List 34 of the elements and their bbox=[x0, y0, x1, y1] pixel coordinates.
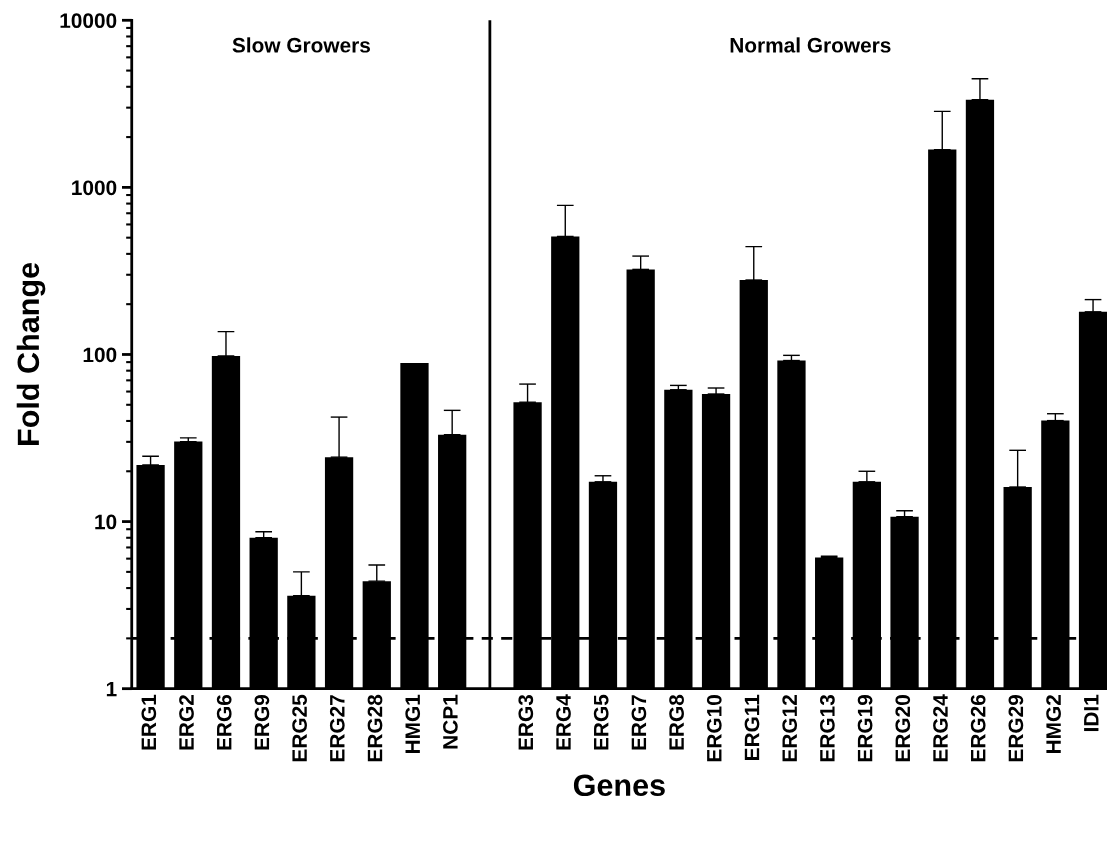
x-tick-label: ERG20 bbox=[895, 695, 911, 762]
x-tick-label: ERG12 bbox=[782, 695, 798, 762]
x-tick-label: ERG29 bbox=[1008, 695, 1024, 762]
y-tick-label: 100 bbox=[83, 347, 117, 363]
x-tick-label: ERG27 bbox=[329, 695, 345, 762]
x-tick-label: ERG10 bbox=[706, 695, 722, 762]
x-tick-label: NCP1 bbox=[443, 694, 458, 749]
x-tick-label: ERG13 bbox=[820, 694, 835, 762]
x-tick-label: ERG4 bbox=[556, 694, 571, 750]
annotation: Slow Growers bbox=[232, 37, 370, 53]
x-tick-label: IDI1 bbox=[1084, 694, 1099, 732]
x-tick-label: ERG28 bbox=[367, 694, 383, 762]
x-tick-label: HMG2 bbox=[1046, 695, 1061, 754]
x-tick-label: ERG25 bbox=[292, 694, 307, 762]
x-tick-label: ERG2 bbox=[179, 695, 194, 750]
annotation: Normal Growers bbox=[730, 37, 891, 53]
x-tick-label: ERG26 bbox=[970, 694, 986, 762]
y-tick-label: 1 bbox=[106, 681, 117, 697]
x-tick-label: HMG1 bbox=[405, 694, 421, 754]
x-tick-label: ERG24 bbox=[933, 694, 948, 762]
y-axis-title: Fold Change bbox=[16, 263, 46, 445]
x-tick-label: ERG5 bbox=[593, 694, 609, 750]
x-axis-title: Genes bbox=[573, 774, 665, 797]
x-tick-label: ERG9 bbox=[254, 695, 270, 750]
x-tick-label: ERG8 bbox=[669, 694, 684, 750]
y-tick-label: 1000 bbox=[72, 180, 117, 196]
y-tick-label: 10000 bbox=[60, 13, 117, 29]
x-tick-label: ERG11 bbox=[744, 694, 760, 761]
x-tick-label: ERG7 bbox=[631, 695, 647, 750]
x-tick-label: ERG1 bbox=[141, 694, 157, 750]
x-tick-label: ERG6 bbox=[216, 694, 232, 750]
x-tick-label: ERG3 bbox=[518, 694, 534, 750]
y-tick-label: 10 bbox=[95, 514, 117, 530]
x-tick-label: ERG19 bbox=[857, 695, 873, 762]
